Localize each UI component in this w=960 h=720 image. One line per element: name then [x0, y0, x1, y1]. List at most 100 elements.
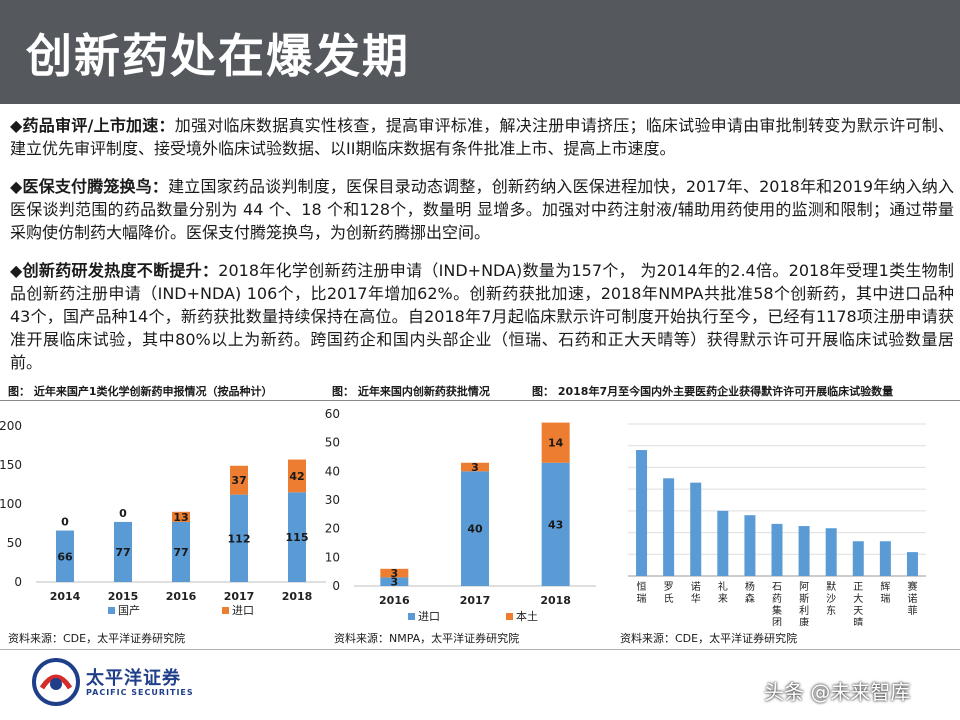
bar-data-label: 0	[119, 507, 127, 520]
bullet-text: 2018年化学创新药注册申请（IND+NDA)数量为157个， 为2014年的2…	[10, 261, 954, 372]
x-tick-label: 2018	[540, 594, 571, 607]
bar	[636, 450, 648, 576]
watermark: 头条 @未来智库	[764, 680, 911, 704]
caption-chart1: 图： 近年来国产1类化学创新药申报情况（按品种计）	[8, 385, 273, 398]
bar-segment	[230, 494, 248, 582]
logo-name: 太平洋证券	[86, 668, 181, 689]
legend-label: 进口	[418, 610, 440, 623]
bar	[771, 523, 783, 576]
source-chart1: 资料来源：CDE，太平洋证券研究院	[8, 632, 186, 645]
y-tick-label: 0	[332, 579, 340, 593]
bar-data-label: 112	[228, 532, 251, 545]
footer-divider	[0, 649, 960, 650]
bullet-text: 加强对临床数据真实性核查，提高审评标准，解决注册申请挤压；临床试验申请由审批制转…	[10, 116, 954, 158]
bar-data-label: 13	[173, 511, 188, 524]
x-tick-label: 2016	[166, 590, 197, 603]
bar-data-label: 3	[391, 576, 399, 589]
caption-chart3: 图： 2018年7月至今国内外主要医药企业获得默许许可开展临床试验数量	[532, 385, 894, 398]
diamond-icon: ◆	[10, 116, 23, 135]
bar-segment	[172, 511, 190, 522]
bar	[798, 526, 810, 576]
x-tick-label: 阿斯利康	[799, 581, 809, 626]
x-tick-label: 2017	[224, 590, 255, 603]
x-tick-label: 2015	[108, 590, 139, 603]
bar-data-label: 77	[115, 546, 130, 559]
logo-name-en: PACIFIC SECURITIES	[86, 688, 194, 697]
legend-swatch	[222, 607, 229, 614]
x-tick-label: 正大天晴	[853, 582, 863, 626]
x-tick-label: 2014	[50, 590, 81, 603]
title-bar: 创新药处在爆发期	[0, 0, 960, 104]
y-tick-label: 0	[14, 575, 22, 589]
bar-segment	[380, 577, 409, 586]
pacific-securities-logo-icon	[32, 658, 80, 706]
y-tick-label: 50	[7, 536, 22, 550]
x-tick-label: 2016	[379, 594, 410, 607]
x-tick-label: 赛诺菲	[907, 580, 917, 617]
y-tick-label: 40	[325, 464, 340, 478]
diamond-icon: ◆	[10, 177, 23, 196]
bar-segment	[288, 492, 306, 582]
x-tick-label: 默沙东	[826, 581, 836, 617]
bar	[663, 478, 675, 576]
bar-segment	[380, 568, 409, 578]
bullet-approval: ◆药品审评/上市加速：加强对临床数据真实性核查，提高审评标准，解决注册申请挤压；…	[10, 114, 954, 160]
source-notes: 资料来源：CDE，太平洋证券研究院 资料来源：NMPA，太平洋证券研究院 资料来…	[0, 628, 960, 648]
bar-data-label: 40	[467, 523, 483, 536]
source-chart3: 资料来源：CDE，太平洋证券研究院	[620, 632, 798, 645]
page-title: 创新药处在爆发期	[26, 29, 410, 83]
bullet-heading: 医保支付腾笼换鸟：	[22, 177, 169, 196]
bar-data-label: 3	[471, 461, 479, 474]
x-tick-label: 罗氏	[664, 581, 674, 605]
chart-captions: 图： 近年来国产1类化学创新药申报情况（按品种计） 图： 近年来国内创新药获批情…	[0, 381, 960, 401]
y-tick-label: 10	[325, 550, 340, 564]
x-tick-label: 杨森	[745, 580, 755, 605]
bullet-heading: 创新药研发热度不断提升：	[22, 261, 219, 280]
x-tick-label: 恒瑞	[637, 580, 647, 605]
bar	[852, 541, 864, 576]
bar-data-label: 0	[61, 516, 69, 529]
bar-data-label: 14	[548, 437, 564, 450]
bar-segment	[541, 462, 570, 586]
legend-swatch	[506, 613, 513, 620]
x-tick-label: 诺华	[691, 581, 701, 605]
bar-segment	[541, 422, 570, 463]
bullet-rnd: ◆创新药研发热度不断提升：2018年化学创新药注册申请（IND+NDA)数量为1…	[10, 259, 954, 374]
bar	[879, 541, 891, 576]
bullet-text: 建立国家药品谈判制度，医保目录动态调整，创新药纳入医保进程加快，2017年、20…	[10, 177, 954, 242]
bar	[717, 510, 729, 576]
y-tick-label: 100	[0, 497, 22, 511]
bar-data-label: 3	[391, 567, 399, 580]
bullet-insurance: ◆医保支付腾笼换鸟：建立国家药品谈判制度，医保目录动态调整，创新药纳入医保进程加…	[10, 175, 954, 244]
source-chart2: 资料来源：NMPA，太平洋证券研究院	[334, 632, 520, 645]
x-tick-label: 2017	[460, 594, 491, 607]
y-tick-label: 20	[325, 522, 340, 536]
x-tick-label: 石药集团	[772, 582, 782, 626]
legend-label: 进口	[232, 604, 254, 617]
bar-segment	[230, 465, 248, 495]
caption-chart2: 图： 近年来国内创新药获批情况	[332, 385, 490, 398]
bullet-heading: 药品审评/上市加速：	[22, 116, 175, 135]
x-tick-label: 辉瑞	[880, 581, 890, 605]
legend-swatch	[408, 613, 415, 620]
bar-data-label: 42	[289, 470, 304, 483]
legend-label: 本土	[516, 609, 538, 623]
bar-data-label: 37	[231, 474, 246, 487]
bar-data-label: 66	[57, 550, 73, 563]
legend-label: 国产	[118, 603, 140, 617]
caption-divider	[0, 400, 960, 401]
bar-segment	[461, 462, 489, 472]
x-tick-label: 礼来	[718, 580, 728, 605]
bar-segment	[461, 471, 489, 586]
bar-segment	[114, 521, 132, 582]
y-tick-label: 200	[0, 419, 22, 433]
bar-segment	[56, 530, 74, 582]
y-tick-label: 50	[325, 436, 340, 450]
y-tick-label: 30	[325, 493, 340, 507]
y-tick-label: 60	[325, 407, 340, 421]
legend-swatch	[108, 607, 115, 614]
diamond-icon: ◆	[10, 261, 23, 280]
x-tick-label: 2018	[282, 590, 313, 603]
